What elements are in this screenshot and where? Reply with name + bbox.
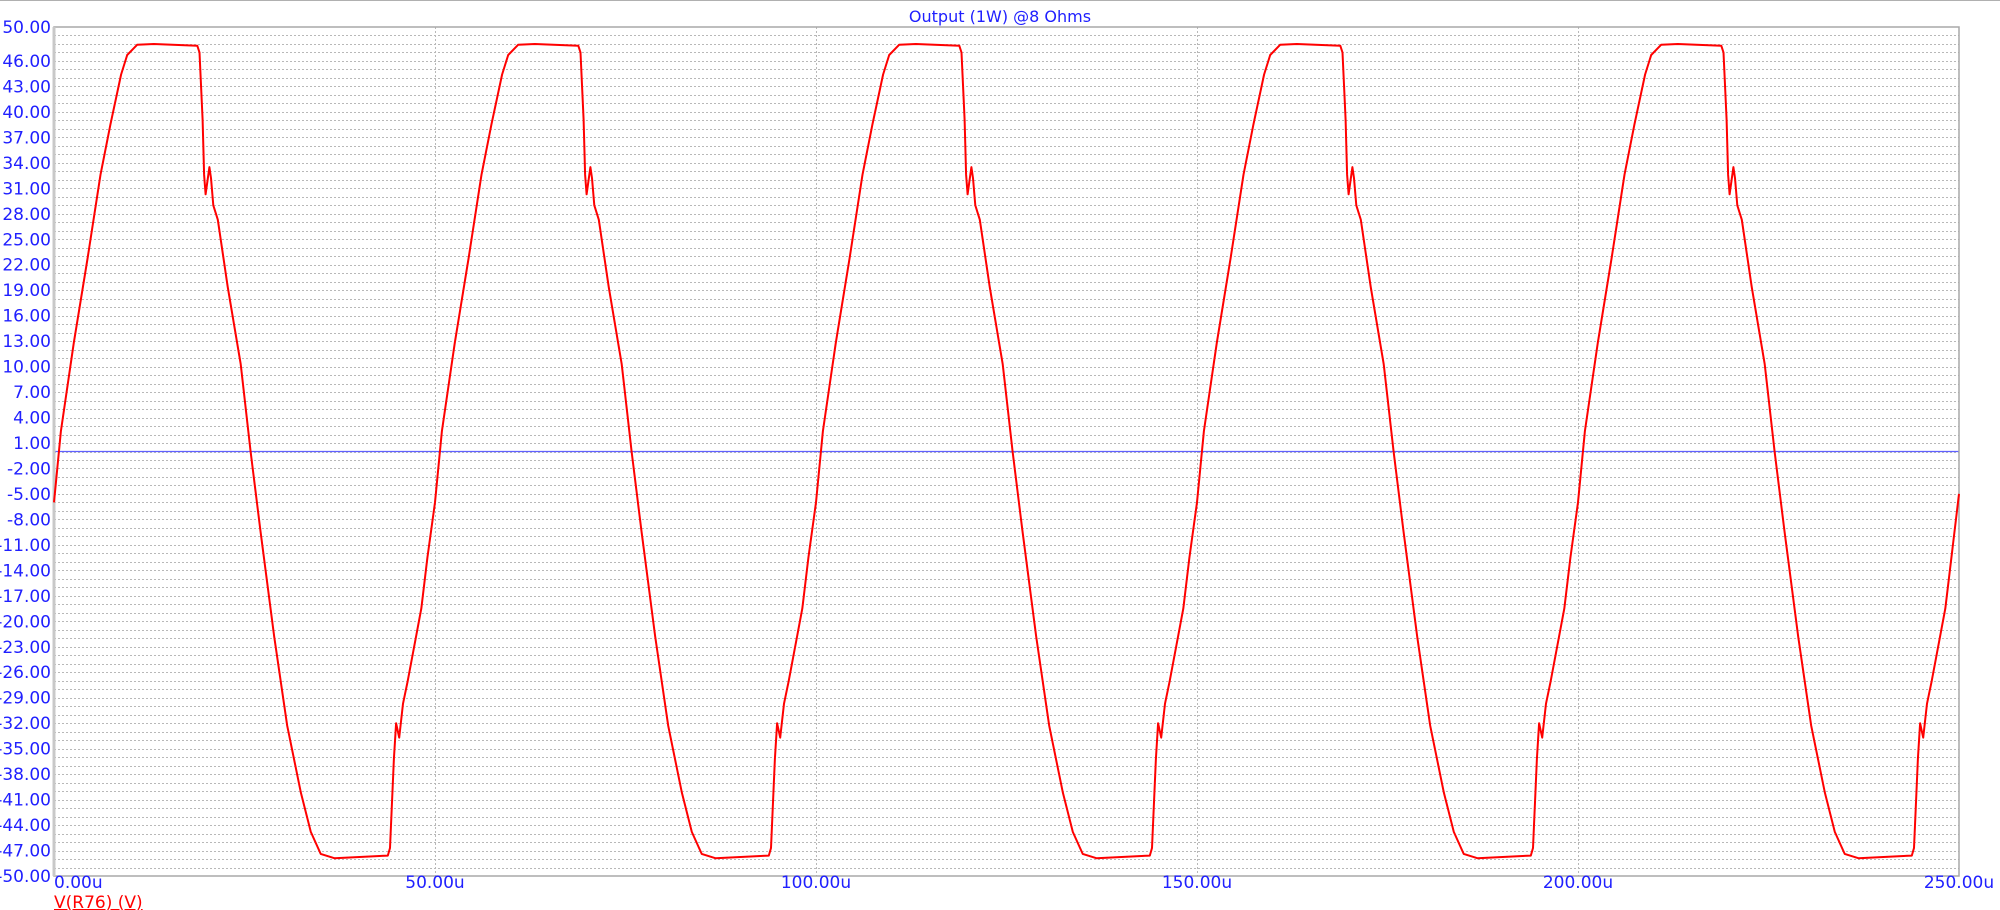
y-tick-label: 19.00 (2, 281, 51, 301)
x-tick-label: 200.00u (1543, 873, 1613, 893)
y-tick-label: -44.00 (0, 816, 51, 836)
y-tick-label: 50.00 (2, 18, 51, 38)
y-tick-label: -20.00 (0, 612, 51, 632)
y-tick-label: 10.00 (2, 358, 51, 378)
y-tick-label: 40.00 (2, 103, 51, 123)
y-tick-label: 43.00 (2, 77, 51, 97)
chart-title: Output (1W) @8 Ohms (909, 7, 1091, 26)
y-tick-label: 37.00 (2, 128, 51, 148)
x-tick-label: 150.00u (1162, 873, 1232, 893)
y-tick-label: 22.00 (2, 256, 51, 276)
y-tick-label: -2.00 (7, 459, 51, 479)
y-tick-label: -5.00 (7, 485, 51, 505)
x-tick-label: 50.00u (405, 873, 464, 893)
y-tick-label: 34.00 (2, 154, 51, 174)
y-tick-label: -11.00 (0, 536, 51, 556)
y-tick-label: -26.00 (0, 663, 51, 683)
y-tick-label: -23.00 (0, 638, 51, 658)
y-tick-label: 13.00 (2, 332, 51, 352)
x-tick-label: 0.00u (54, 873, 103, 893)
y-tick-label: -14.00 (0, 561, 51, 581)
y-tick-label: 4.00 (13, 409, 51, 429)
x-tick-label: 250.00u (1924, 873, 1994, 893)
y-tick-label: 25.00 (2, 230, 51, 250)
y-tick-label: -50.00 (0, 867, 51, 887)
y-tick-label: -38.00 (0, 765, 51, 785)
x-tick-labels: 0.00u 50.00u 100.00u 150.00u 200.00u 250.00u (54, 873, 1994, 893)
y-tick-labels: 50.00 46.00 43.00 40.00 37.00 34.00 31.00 28.00… (0, 18, 51, 887)
y-tick-label: -17.00 (0, 587, 51, 607)
y-tick-label: -29.00 (0, 689, 51, 709)
y-tick-label: 1.00 (13, 434, 51, 454)
series-v-r76 (53, 43, 1960, 860)
legend-v-r76[interactable]: V(R76) (V) (54, 893, 143, 910)
y-tick-label: 7.00 (13, 383, 51, 403)
y-tick-label: 16.00 (2, 307, 51, 327)
y-tick-label: -47.00 (0, 842, 51, 862)
x-tick-label: 100.00u (781, 873, 851, 893)
y-tick-label: -32.00 (0, 714, 51, 734)
y-tick-label: -41.00 (0, 791, 51, 811)
y-tick-label: -8.00 (7, 510, 51, 530)
y-tick-label: 28.00 (2, 205, 51, 225)
y-tick-label: 31.00 (2, 179, 51, 199)
y-tick-label: -35.00 (0, 740, 51, 760)
y-tick-label: 46.00 (2, 52, 51, 72)
